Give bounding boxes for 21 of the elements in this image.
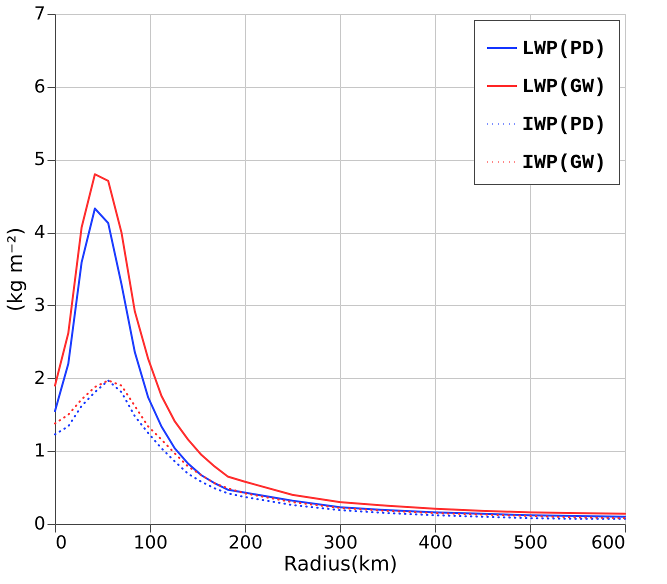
y-axis-title: (kg m⁻²) [3, 227, 28, 312]
legend-label: IWP(PD) [522, 114, 606, 137]
x-axis-title: Radius(km) [284, 552, 398, 576]
x-tick-label: 0 [56, 532, 67, 554]
legend-label: LWP(PD) [522, 38, 606, 61]
y-tick-label: 5 [34, 149, 46, 170]
legend-label: IWP(GW) [522, 152, 606, 175]
x-tick-label: 300 [323, 532, 358, 554]
y-tick-label: 6 [34, 76, 46, 98]
x-tick-label: 200 [228, 532, 263, 554]
y-tick-label: 3 [34, 294, 46, 316]
legend-label: LWP(GW) [522, 76, 606, 99]
y-tick-label: 7 [34, 4, 46, 24]
y-tick-label: 1 [34, 440, 46, 462]
x-tick-label: 400 [418, 532, 453, 554]
x-tick-label: 500 [513, 532, 548, 554]
y-tick-label: 0 [34, 514, 46, 534]
y-tick-label: 2 [34, 368, 46, 389]
x-tick-label: 600 [591, 532, 626, 554]
y-tick-label: 4 [34, 222, 46, 244]
x-tick-label: 100 [133, 532, 168, 554]
